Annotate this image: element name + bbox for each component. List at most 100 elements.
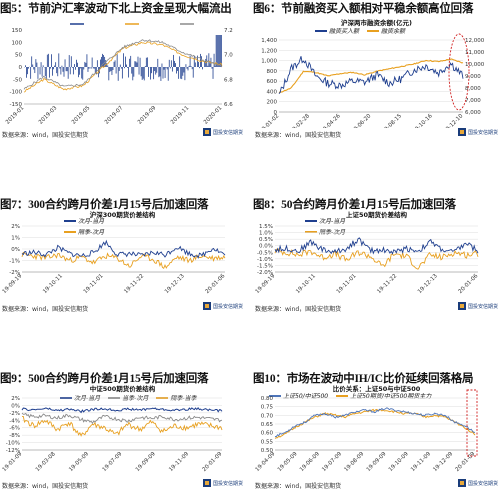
flow-bar <box>41 67 43 77</box>
flow-bar <box>42 65 44 67</box>
flow-bar <box>27 67 28 75</box>
flow-bar <box>68 55 70 67</box>
y-tick-label: 800 <box>267 69 278 75</box>
flow-bar <box>83 67 85 70</box>
flow-bar <box>112 67 114 70</box>
legend-label: 次月-当月 <box>319 218 346 225</box>
flow-bar <box>52 67 53 76</box>
flow-bar <box>161 63 163 67</box>
x-tick-label: 19-05-09 <box>277 451 299 473</box>
x-tick-label: 19-11-09 <box>410 451 432 473</box>
logo-text: 国投安信期货 <box>212 129 243 136</box>
flow-bar <box>36 62 38 67</box>
flow-bar <box>216 35 218 67</box>
flow-bar <box>95 67 97 75</box>
flow-bar <box>144 65 146 67</box>
chart-subtitle: 沪深300期货价差结构 <box>89 211 156 219</box>
flow-bar <box>201 56 202 67</box>
figure-8-panel: 图8：50合约跨月价差1月15号后加速回落 上证50期货价差结构 次月-当月 隔… <box>253 196 500 314</box>
y-tick-label: 400 <box>267 89 278 95</box>
flow-bar <box>180 67 182 79</box>
flow-bar <box>162 67 164 79</box>
flow-bar <box>105 60 107 67</box>
y-tick-label: 0.0% <box>259 244 273 250</box>
x-tick-label: 19-12-10 <box>443 113 465 128</box>
flow-bar <box>129 58 131 67</box>
company-logo: 国投安信期货 <box>202 302 243 310</box>
x-tick-label: 2019-05 <box>71 105 92 126</box>
flow-bar <box>90 67 92 69</box>
logo-icon <box>457 302 466 310</box>
flow-bar <box>186 67 188 69</box>
flow-bar <box>156 67 158 73</box>
flow-bar <box>100 59 101 67</box>
flow-bar <box>194 62 196 67</box>
legend-label: 次月-当月 <box>78 218 105 225</box>
flow-bar <box>185 64 187 67</box>
legend-item: 次月-当月 <box>60 393 100 402</box>
flow-bar <box>60 67 62 75</box>
x-tick-label: 2019-07 <box>104 105 125 126</box>
chart-legend: 次月-当月 当季-次月 隔季-当季 <box>60 393 210 402</box>
logo-icon <box>457 479 466 487</box>
y-tick-label: 1% <box>11 236 20 242</box>
company-logo: 国投安信期货 <box>457 479 498 487</box>
legend-item: 隔季-当季 <box>156 393 197 402</box>
flow-bar <box>67 67 69 79</box>
flow-bar <box>163 67 165 70</box>
flow-bar <box>44 67 46 77</box>
y-tick-label: -2% <box>9 411 20 417</box>
y-tick-label-right: 9,000 <box>465 74 481 80</box>
flow-bar <box>182 67 184 76</box>
flow-bar <box>135 61 137 67</box>
x-tick-label: 19-06-20 <box>351 113 373 128</box>
flow-bar <box>88 67 90 69</box>
y-tick-label: -4% <box>9 418 20 424</box>
source-note: 数据来源：wind，国投安信期货 <box>2 132 89 139</box>
flow-bar <box>49 67 50 78</box>
flow-bar <box>211 67 213 69</box>
x-tick-label: 19-01-02 <box>259 113 281 128</box>
y-tick-label: 600 <box>267 79 278 85</box>
legend-label: 融资买入额 <box>329 28 360 35</box>
flow-bar <box>94 67 96 74</box>
legend-label: 当季-次月 <box>122 395 149 402</box>
y-tick-label: 0.65 <box>261 422 274 428</box>
flow-bar <box>192 67 194 78</box>
company-logo: 国投安信期货 <box>202 479 243 487</box>
flow-bar <box>121 67 123 79</box>
x-tick-label: 19-03-08 <box>35 451 57 473</box>
spread-line-far <box>22 415 223 437</box>
chart-legend: 次月-当月 隔季-次月 <box>64 216 104 236</box>
panel-title: 图9：500合约跨月价差1月15号后加速回落 <box>0 373 209 385</box>
chart-subtitle: 中证500期货价差结构 <box>89 385 156 393</box>
source-note: 数据来源：wind，国投安信期货 <box>255 132 342 139</box>
x-tick-label: 19-09-19 <box>2 273 24 295</box>
flow-bar <box>157 58 159 67</box>
flow-bar <box>209 63 211 67</box>
x-tick-label: 19-05-09 <box>68 451 90 473</box>
legend-label: 上证50期货/中证500期货主力 <box>350 393 432 400</box>
flow-bar <box>31 56 33 67</box>
flow-bar <box>219 35 221 67</box>
y-tick-label: 2% <box>11 396 20 402</box>
flow-bar <box>198 62 199 67</box>
x-tick-label: 19-11-09 <box>168 451 190 473</box>
x-tick-label: 2019-09 <box>137 105 158 126</box>
flow-bar <box>45 67 47 80</box>
x-tick-label: 19-09-19 <box>255 273 277 295</box>
flow-bar <box>81 67 83 79</box>
flow-bar <box>183 67 185 73</box>
flow-bar <box>64 59 66 67</box>
flow-bar <box>189 55 191 67</box>
flow-bar <box>69 67 71 75</box>
logo-text: 国投安信期货 <box>467 129 498 136</box>
x-tick-label: 19-12-13 <box>164 273 186 295</box>
flow-bar <box>87 67 89 72</box>
highlight-ellipse <box>448 33 470 111</box>
logo-text: 国投安信期货 <box>212 303 243 310</box>
flow-bar <box>187 67 189 71</box>
flow-bar <box>58 53 60 67</box>
y-tick-label: -12% <box>6 448 20 454</box>
